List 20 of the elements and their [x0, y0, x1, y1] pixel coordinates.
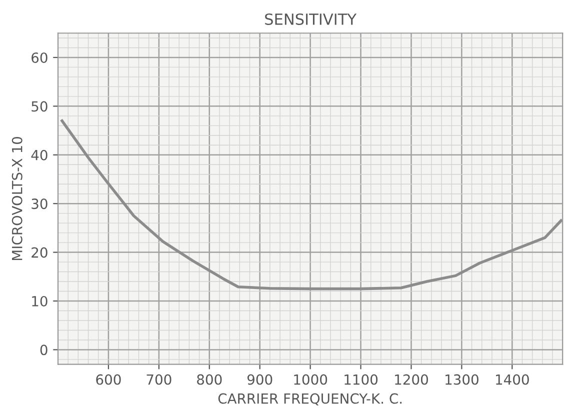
x-tick-label: 900	[247, 374, 272, 385]
y-tick-label: 30	[32, 198, 48, 210]
x-tick-label: 1000	[294, 374, 328, 385]
y-tick-label: 20	[32, 247, 48, 258]
y-axis-title: MICROVOLTS-X 10	[12, 136, 22, 260]
y-tick-label: 10	[32, 296, 48, 306]
x-tick-label: 1300	[446, 374, 478, 385]
x-tick-label: 700	[146, 374, 172, 385]
y-tick-label: 0	[40, 344, 48, 356]
x-axis-title: CARRIER FREQUENCY-K. C.	[218, 393, 402, 406]
x-tick-label: 800	[197, 374, 222, 385]
y-tick-label: 40	[31, 150, 48, 160]
y-tick-label: 60	[32, 52, 48, 63]
y-tick-label: 50	[32, 101, 48, 112]
line-series	[60, 119, 562, 290]
x-tick-label: 1200	[395, 374, 428, 385]
x-tick-label: 600	[96, 374, 121, 385]
chart-title: SENSITIVITY	[265, 13, 357, 26]
x-tick-label: 1100	[344, 374, 378, 385]
x-tick-label: 1400	[496, 374, 529, 385]
